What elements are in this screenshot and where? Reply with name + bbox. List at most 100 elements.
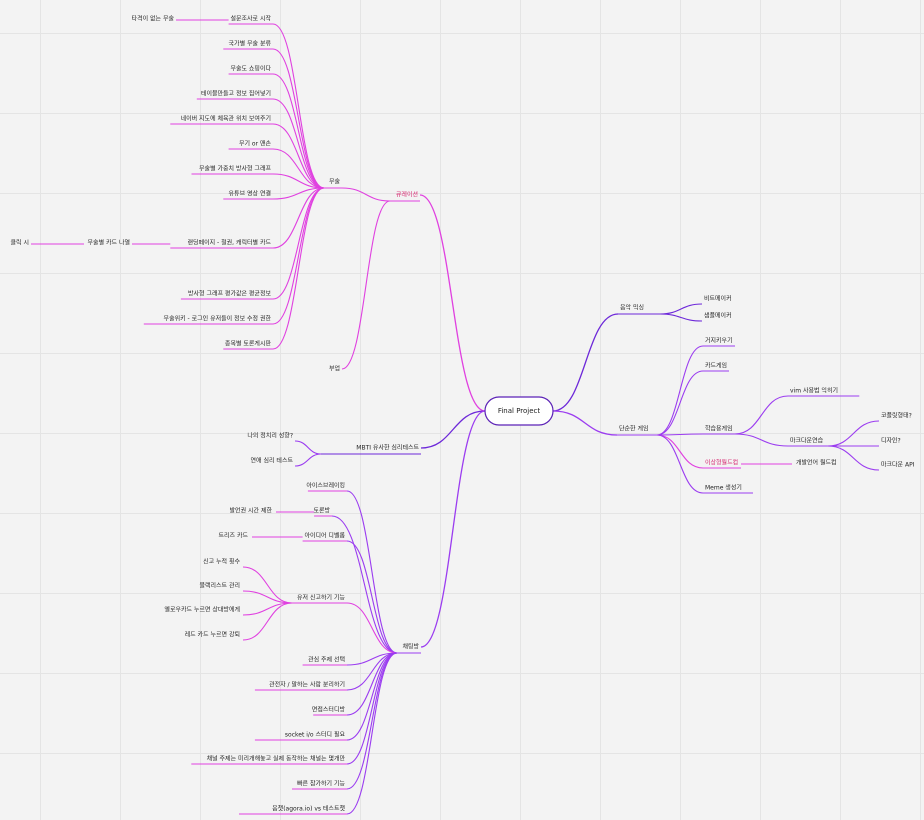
martial-child-11[interactable]: 종목별 토론게시판 (225, 340, 272, 348)
martial-child-8-connector (272, 187, 325, 249)
martial-child-10-connector (272, 187, 325, 325)
martial-node[interactable]: 무술 (329, 178, 341, 186)
mbti-child-0-connector (294, 440, 322, 455)
connector-lines (31, 19, 880, 815)
martial-child-1-connector (272, 48, 325, 189)
game-node[interactable]: 단순한 게임 (619, 425, 649, 433)
chat-grandchild-1-0[interactable]: 발언권 시간 제한 (230, 507, 273, 515)
game-grandchild-2-1[interactable]: 마크다운연습 (790, 437, 824, 445)
martial-child-2[interactable]: 무술도 쇼핑이다 (230, 65, 271, 73)
martial-connector (341, 187, 391, 202)
martial-child-4[interactable]: 네이버 지도에 체육관 위치 보여주기 (181, 115, 271, 123)
martial-child-6-connector (272, 173, 325, 189)
game-child-0-connector (656, 345, 704, 436)
music-child-0[interactable]: 비트메이커 (704, 295, 732, 303)
game-child-3[interactable]: 이상형월드컵 (705, 459, 738, 467)
music-child-1-connector (659, 313, 703, 322)
chat-connector (420, 410, 486, 648)
martial-child-2-connector (272, 73, 325, 189)
martial-grandchild-8-0[interactable]: 무술별 카드 나열 (88, 239, 130, 247)
chat-child-4[interactable]: 관심 주제 선택 (308, 656, 345, 664)
mbti-child-1-connector (294, 453, 322, 467)
game-child-4-connector (656, 434, 704, 494)
game-grandchild-2-0[interactable]: vim 사용법 익히기 (790, 387, 838, 395)
martial-child-3-connector (272, 98, 325, 189)
game-grandchild-3-0[interactable]: 개발언어 월드컵 (796, 459, 837, 467)
chat-child-5-connector (346, 652, 398, 691)
martial-grandchild-0-0[interactable]: 타격이 없는 무술 (132, 15, 175, 23)
curation-node[interactable]: 큐레이션 (396, 191, 418, 199)
music-connector (552, 313, 619, 412)
martial-great-grandchild-0[interactable]: 클릭 시 (11, 239, 29, 247)
chat-node[interactable]: 채팅방 (402, 643, 419, 651)
martial-child-4-connector (272, 123, 325, 189)
chat-child-1[interactable]: 토론방 (313, 507, 330, 515)
music-child-1[interactable]: 샘플메이커 (704, 312, 732, 320)
chat-child-3[interactable]: 유저 신고하기 기능 (297, 594, 345, 602)
chat-child-1-connector (331, 515, 398, 654)
martial-child-10[interactable]: 무술위키 - 로그인 유저들이 정보 수정 권한 (164, 315, 272, 323)
martial-child-11-connector (272, 187, 325, 350)
martial-child-5[interactable]: 무기 or 맨손 (239, 140, 272, 148)
sub-connector (341, 200, 391, 370)
game-great-grandchild-1[interactable]: 디자인? (881, 437, 901, 445)
game-child-2[interactable]: 학습용게임 (705, 425, 733, 433)
chat-child-6[interactable]: 면접스터디방 (312, 706, 346, 714)
game-child-0[interactable]: 거지키우기 (705, 337, 733, 345)
chat-gc-3-0-connector (242, 566, 293, 604)
game-great-grandchild-0[interactable]: 코플릿형태? (881, 412, 912, 420)
sub-node[interactable]: 부업 (329, 365, 340, 373)
chat-child-9[interactable]: 빠른 참가하기 기능 (297, 780, 345, 788)
chat-gc-3-3-connector (242, 602, 293, 641)
game-ggc-2-connector (827, 445, 880, 471)
martial-child-9[interactable]: 방사형 그래프 평가값은 평균정보 (188, 290, 271, 298)
game-child-1[interactable]: 카드게임 (705, 362, 727, 370)
game-gc-2-1-connector (734, 433, 789, 447)
mbti-node[interactable]: MBTI 유사한 심리테스트 (356, 444, 419, 452)
chat-child-7[interactable]: socket i/o 스터디 필요 (285, 731, 346, 739)
game-child-1-connector (656, 370, 704, 436)
chat-child-9-connector (346, 652, 398, 790)
node-labels: Final Project 큐레이션 무술 설문조사로 시작 타격이 없는 무술국가별 … (11, 15, 915, 813)
chat-grandchild-2-0[interactable]: 트리즈 카드 (218, 532, 248, 540)
game-child-4[interactable]: Meme 생성기 (705, 484, 742, 492)
chat-child-10[interactable]: 음챗(agora.io) vs 테스트챗 (272, 805, 345, 813)
root-node[interactable] (484, 396, 554, 426)
martial-child-0[interactable]: 설문조사로 시작 (230, 15, 271, 23)
chat-child-2-connector (346, 540, 398, 654)
martial-child-3[interactable]: 테이블만들고 정보 집어넣기 (201, 90, 271, 98)
game-great-grandchild-2[interactable]: 마크다운 API (881, 461, 915, 469)
chat-child-6-connector (346, 652, 398, 716)
game-connector (552, 410, 618, 436)
chat-child-5[interactable]: 관전자 / 말하는 사람 분리하기 (269, 681, 345, 689)
chat-grandchild-3-3[interactable]: 레드 카드 누르면 강퇴 (185, 631, 240, 639)
chat-grandchild-3-1[interactable]: 블랙리스트 관리 (199, 582, 240, 590)
martial-child-6[interactable]: 무술별 가중치 방사형 그래프 (199, 165, 271, 173)
martial-child-8[interactable]: 랜딩페이지 - 철권, 캐릭터별 카드 (188, 239, 272, 247)
mbti-connector (420, 410, 486, 449)
martial-child-9-connector (272, 187, 325, 300)
chat-grandchild-3-0[interactable]: 신고 누적 횟수 (203, 558, 240, 566)
martial-child-0-connector (272, 23, 325, 189)
music-node[interactable]: 음악 믹싱 (620, 304, 644, 312)
game-child-2-connector (656, 433, 704, 436)
game-gc-2-0-connector (734, 395, 789, 435)
mbti-child-1[interactable]: 연애 심리 테스트 (251, 457, 294, 465)
chat-child-3-connector (346, 602, 398, 654)
chat-child-0-connector (346, 490, 398, 654)
martial-child-1[interactable]: 국가별 무술 분류 (229, 40, 272, 48)
chat-child-7-connector (346, 652, 398, 741)
martial-child-7[interactable]: 유튜브 영상 연결 (229, 190, 271, 198)
martial-child-7-connector (272, 187, 325, 200)
chat-child-0[interactable]: 아이스브레이킹 (306, 482, 345, 490)
music-child-0-connector (659, 303, 703, 315)
chat-grandchild-3-2[interactable]: 옐로우카드 누르면 상대방에게 (164, 606, 240, 614)
chat-child-8-connector (346, 652, 398, 765)
chat-gc-3-1-connector (242, 590, 293, 604)
chat-child-2[interactable]: 아이디어 디벨롭 (304, 532, 345, 540)
chat-child-8[interactable]: 채널 주제는 미리개해놓고 실제 동작하는 채널는 몇개만 (207, 755, 346, 763)
martial-child-5-connector (272, 148, 325, 189)
mbti-child-0[interactable]: 나의 정치리 성향? (247, 432, 293, 440)
